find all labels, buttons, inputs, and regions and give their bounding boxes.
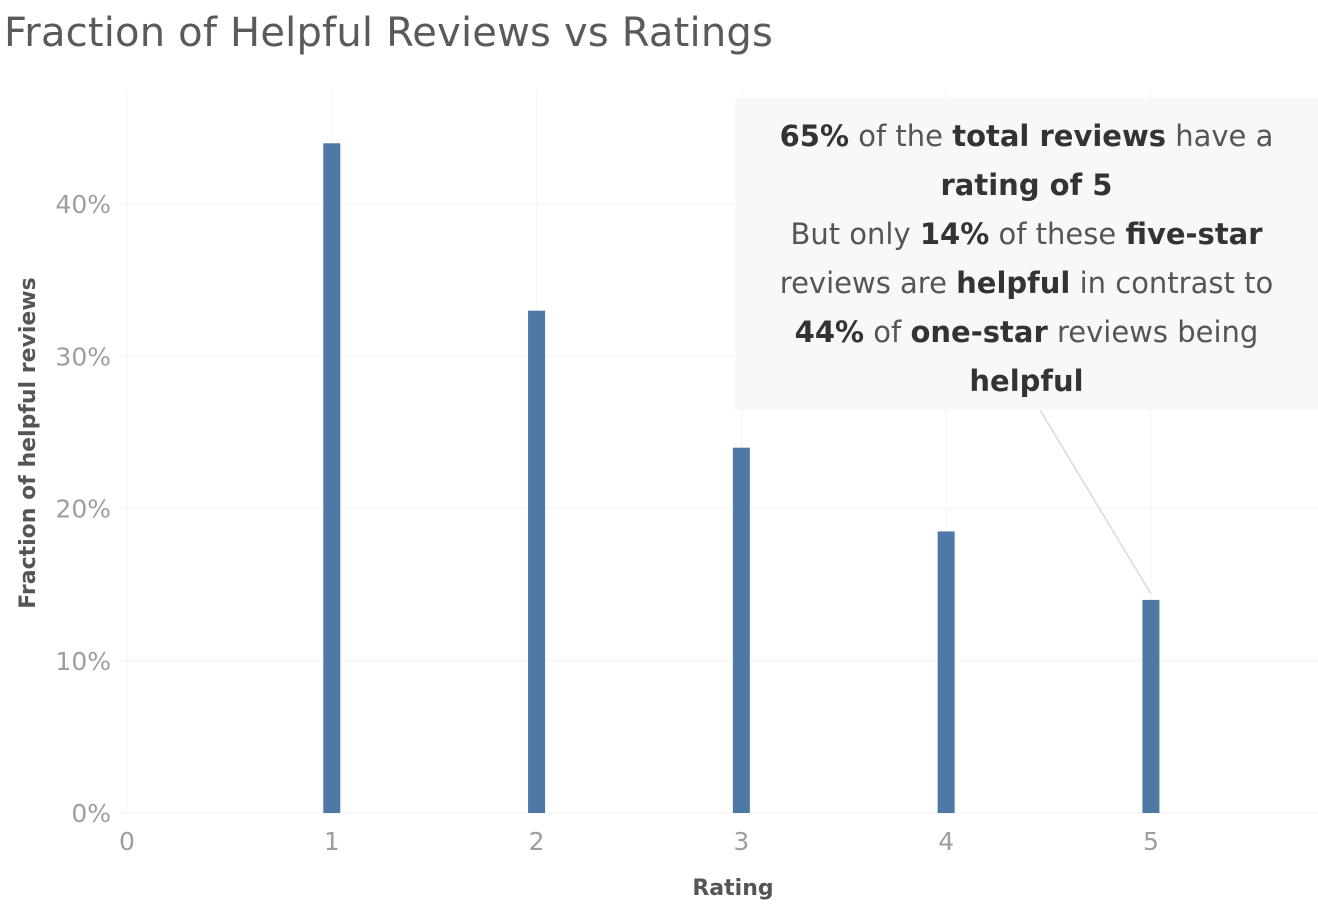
annotation-text: reviews are	[779, 266, 957, 300]
annotation-text: in contrast to	[1070, 266, 1274, 300]
y-tick-label: 20%	[55, 495, 111, 524]
annotation-line: But only 14% of these five-star	[735, 210, 1318, 259]
x-tick-label: 1	[324, 827, 340, 856]
annotation-emphasis: five-star	[1125, 217, 1263, 251]
bar-rating-3	[732, 447, 750, 813]
x-tick-label: 5	[1143, 827, 1159, 856]
y-axis-ticks: 0% 10% 20% 30% 40%	[55, 190, 111, 828]
annotation-emphasis: helpful	[969, 364, 1084, 398]
y-tick-label: 40%	[55, 190, 111, 219]
x-axis-label: Rating	[692, 876, 773, 901]
annotation-emphasis: 65%	[779, 119, 850, 153]
bar-rating-2	[528, 310, 546, 813]
annotation-line: helpful	[735, 357, 1318, 406]
annotation-line: rating of 5	[735, 161, 1318, 210]
annotation-line: 44% of one-star reviews being	[735, 308, 1318, 357]
y-axis-label: Fraction of helpful reviews	[16, 277, 41, 609]
annotation-text: of these	[989, 217, 1126, 251]
annotation-leader-line	[1039, 409, 1152, 595]
y-tick-label: 10%	[55, 647, 111, 676]
x-axis-ticks: 0 1 2 3 4 5	[119, 827, 1159, 856]
annotation-text: of the	[849, 119, 953, 153]
annotation-emphasis: 14%	[919, 217, 990, 251]
x-tick-label: 2	[529, 827, 545, 856]
annotation-text: of	[864, 315, 911, 349]
bar-rating-1	[323, 143, 341, 813]
annotation-text: But only	[790, 217, 920, 251]
bar-rating-5	[1142, 599, 1160, 813]
bars	[323, 143, 1160, 813]
x-tick-label: 4	[938, 827, 954, 856]
x-tick-label: 0	[119, 827, 135, 856]
annotation-text: have a	[1166, 119, 1274, 153]
chart-title: Fraction of Helpful Reviews vs Ratings	[4, 10, 774, 56]
annotation-emphasis: 44%	[794, 315, 865, 349]
annotation-text: reviews being	[1047, 315, 1259, 349]
y-tick-label: 30%	[55, 342, 111, 371]
bar-rating-4	[937, 531, 955, 813]
annotation-emphasis: one-star	[910, 315, 1048, 349]
x-tick-label: 3	[733, 827, 749, 856]
annotation-box: 65% of the total reviews have a rating of…	[735, 98, 1318, 410]
annotation-emphasis: helpful	[956, 266, 1071, 300]
y-tick-label: 0%	[71, 799, 111, 828]
annotation-line: 65% of the total reviews have a	[735, 112, 1318, 161]
annotation-emphasis: total reviews	[952, 119, 1167, 153]
annotation-emphasis: rating of 5	[940, 168, 1113, 202]
annotation-line: reviews are helpful in contrast to	[735, 259, 1318, 308]
